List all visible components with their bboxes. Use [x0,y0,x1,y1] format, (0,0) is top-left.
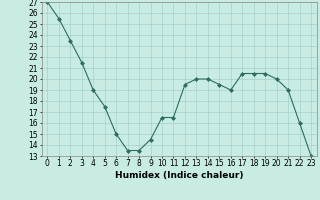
X-axis label: Humidex (Indice chaleur): Humidex (Indice chaleur) [115,171,244,180]
